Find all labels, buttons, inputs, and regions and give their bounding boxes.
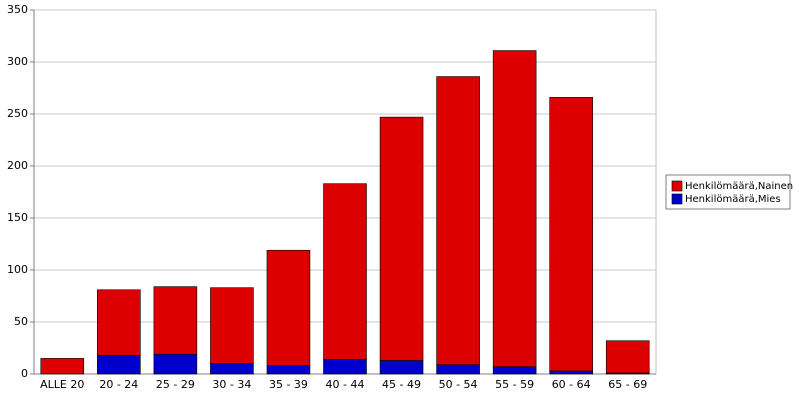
bar-segment <box>492 366 537 375</box>
x-tick-label: 65 - 69 <box>608 378 647 391</box>
x-tick-label: 40 - 44 <box>326 378 365 391</box>
bar-segment <box>436 76 480 365</box>
y-tick-label: 150 <box>7 211 28 224</box>
x-tick-label: 25 - 29 <box>156 378 195 391</box>
x-tick-label: 55 - 59 <box>495 378 534 391</box>
bar-segment <box>549 97 593 372</box>
x-tick-label: 60 - 64 <box>552 378 591 391</box>
y-tick-label: 100 <box>7 263 28 276</box>
y-tick-label: 0 <box>21 367 28 380</box>
y-tick-label: 200 <box>7 159 28 172</box>
bar-segment <box>379 116 424 361</box>
x-tick-label: 20 - 24 <box>99 378 138 391</box>
bar-segment <box>492 50 537 368</box>
x-tick-label: 45 - 49 <box>382 378 421 391</box>
bar-segment <box>97 354 141 375</box>
bar-segment <box>323 183 367 360</box>
bar-segment <box>266 365 311 375</box>
legend-label: Henkilömäärä,Nainen <box>685 181 793 192</box>
bar-segment <box>210 363 254 375</box>
x-tick-label: ALLE 20 <box>40 378 84 391</box>
bar-segment <box>266 249 311 366</box>
x-tick-label: 35 - 39 <box>269 378 308 391</box>
y-tick-label: 350 <box>7 3 28 16</box>
bar-segment <box>549 370 593 375</box>
x-tick-label: 30 - 34 <box>212 378 251 391</box>
y-tick-label: 300 <box>7 55 28 68</box>
bar-segment <box>153 353 198 375</box>
legend-swatch <box>671 193 683 205</box>
legend-box <box>665 174 791 210</box>
legend-label: Henkilömäärä,Mies <box>685 194 781 205</box>
y-tick-label: 250 <box>7 107 28 120</box>
legend: Henkilömäärä,Nainen Henkilömäärä,Mies <box>665 174 793 210</box>
bar-segment <box>605 340 650 374</box>
bar-segment <box>210 287 254 364</box>
bar-segment <box>323 359 367 375</box>
legend-swatch <box>671 180 683 192</box>
bar-segment <box>40 358 85 375</box>
bar-segment <box>436 364 480 375</box>
bar-segment <box>379 360 424 375</box>
bar-segment <box>153 286 198 355</box>
bar-segment <box>97 289 141 356</box>
x-tick-label: 50 - 54 <box>439 378 478 391</box>
y-tick-label: 50 <box>14 315 28 328</box>
